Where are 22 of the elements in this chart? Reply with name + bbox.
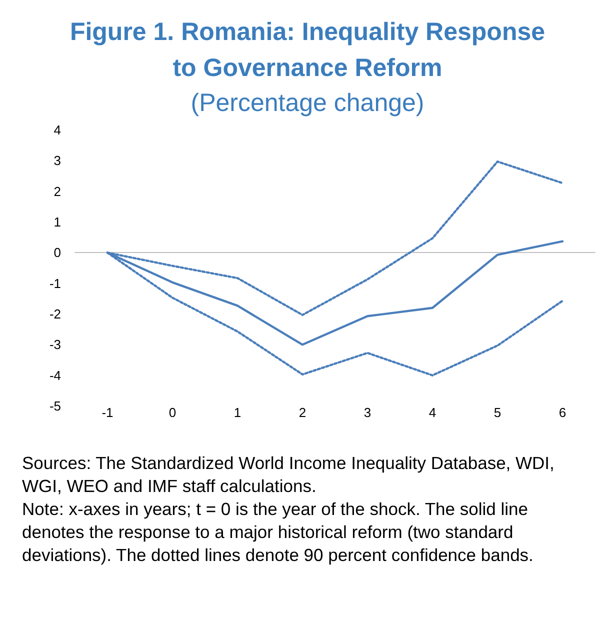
x-tick-label: 0 xyxy=(168,405,176,420)
y-tick-label: 3 xyxy=(54,153,61,168)
chart-title: Figure 1. Romania: Inequality Response to Governance Reform xyxy=(68,17,546,84)
x-tick-label: 3 xyxy=(364,405,372,420)
y-tick-label: 4 xyxy=(54,122,61,138)
y-tick-label: 2 xyxy=(54,184,61,199)
x-tick-label: 5 xyxy=(494,405,502,420)
text: Note: x-axes in years; t = 0 is the year of the shock. The solid line denotes the response to a major historical reform (two standard deviations). The dotted lines denote 90 percent confidence bands. xyxy=(22,498,534,567)
x-tick-label: 4 xyxy=(428,405,436,420)
y-tick-label: -5 xyxy=(49,398,61,414)
chart-subtitle: (Percentage change) xyxy=(190,88,426,119)
x-tick-label: 2 xyxy=(298,405,306,420)
y-tick-label: -3 xyxy=(49,337,61,352)
x-tick-label: 1 xyxy=(234,405,242,420)
y-tick-label: -2 xyxy=(49,306,61,322)
x-tick-label: 6 xyxy=(558,405,566,420)
x-tick-label: -1 xyxy=(102,405,114,420)
y-tick-label: -4 xyxy=(49,368,61,383)
y-tick-label: -1 xyxy=(49,276,61,291)
y-tick-label: 0 xyxy=(54,245,61,260)
y-tick-label: 1 xyxy=(54,214,61,230)
source-note: Sources: The Standardized World Income Inequality Database, WDI, WGI, WEO and IMF staff calculations. xyxy=(22,452,556,498)
